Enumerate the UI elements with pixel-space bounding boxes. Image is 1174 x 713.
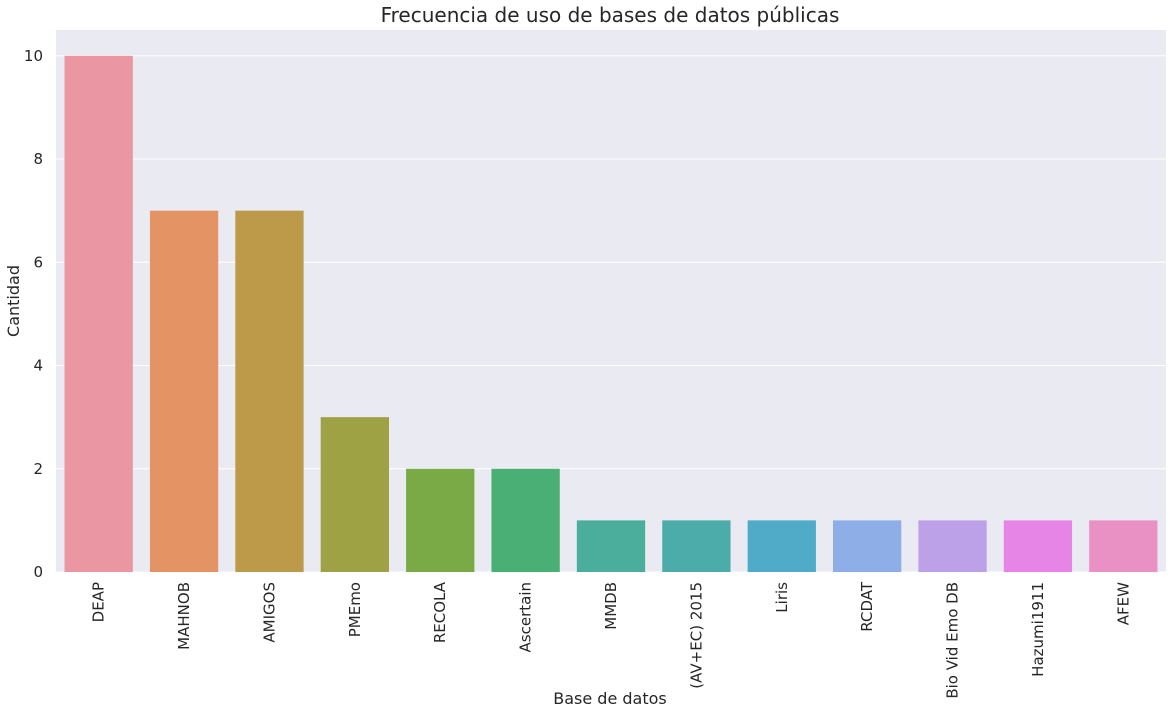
plot-background [56,30,1166,572]
bar [406,468,475,572]
x-tick-label: RCDAT [858,581,876,632]
x-tick-label: MMDB [602,582,620,630]
y-axis-label: Cantidad [4,265,23,337]
x-tick-label: AFEW [1114,582,1132,625]
bars [64,55,1158,573]
y-tick-label: 8 [33,150,43,168]
x-tick-label: Liris [773,582,791,613]
x-tick-label: (AV+EC) 2015 [687,582,705,689]
bar [491,468,560,572]
y-tick-label: 2 [33,460,43,478]
x-tick-label: Hazumi1911 [1029,582,1047,677]
x-tick-label: AMIGOS [260,582,278,643]
y-tick-label: 10 [24,47,43,65]
x-tick-label: Bio Vid Emo DB [944,582,962,699]
bar [662,520,731,572]
y-tick-label: 6 [33,253,43,271]
y-axis-ticks: 0 2 4 6 8 10 [24,47,43,581]
chart-title: Frecuencia de uso de bases de datos públ… [381,3,840,27]
y-tick-label: 4 [33,357,43,375]
x-tick-label: RECOLA [431,581,449,643]
bar [1003,520,1073,572]
bar [1089,520,1158,572]
x-tick-label: MAHNOB [175,582,193,650]
bar [320,417,389,572]
x-tick-label: DEAP [90,582,108,622]
y-tick-label: 0 [33,563,43,581]
bar [747,520,816,572]
bar [576,520,646,572]
bar [64,55,133,573]
x-axis-ticks: DEAP MAHNOB AMIGOS PMEmo RECOLA Ascertain MMDB… [90,581,1133,699]
bar [149,210,219,572]
x-tick-label: Ascertain [517,582,535,652]
bar [833,520,902,572]
bar [235,210,304,572]
x-tick-label: PMEmo [346,582,364,637]
bar [918,520,987,572]
x-axis-label: Base de datos [553,689,667,708]
